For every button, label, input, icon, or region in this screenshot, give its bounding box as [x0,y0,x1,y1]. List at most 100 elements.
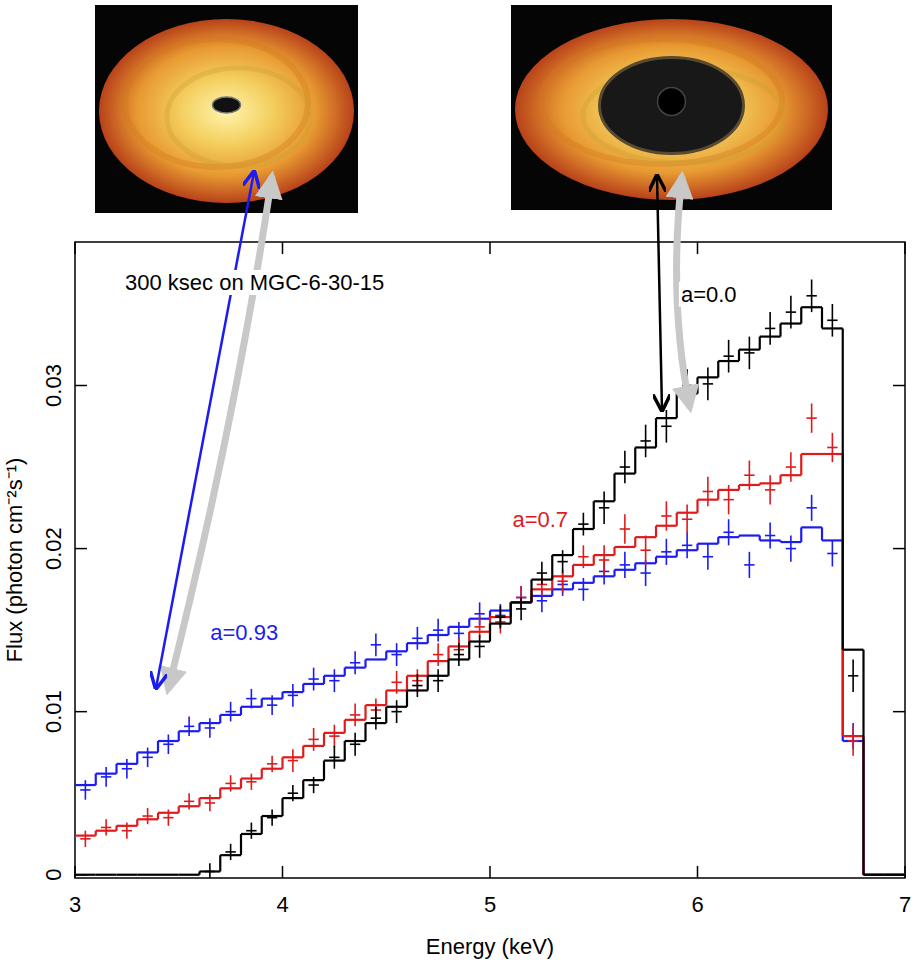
illustration-bg [95,5,358,213]
error-bar [811,495,813,521]
error-bar [769,475,771,504]
error-bar [811,403,813,432]
model-step [801,526,822,528]
step-riser [427,676,429,691]
error-bar [292,785,294,801]
error-bar [479,615,481,638]
error-bar [562,570,564,593]
error-bar [749,461,751,490]
step-riser [136,752,138,763]
x-tick [282,866,284,878]
x-tick [904,242,906,254]
error-bar [811,280,813,313]
chart: 3456700.010.020.03Energy (keV)Flux (phot… [0,0,924,967]
error-bar [147,748,149,768]
step-riser [489,624,491,642]
series [75,280,905,878]
illustration-bg [511,5,832,210]
error-bar [417,674,419,697]
error-bar [707,368,709,401]
error-bar [686,505,688,534]
step-riser [198,723,200,731]
error-bar [168,734,170,754]
y-tick [75,385,87,387]
error-bar [188,793,190,809]
error-bar [832,433,834,462]
model-step [179,874,200,876]
error-bar [375,707,377,730]
error-bar [728,485,730,514]
error-bar [209,718,211,738]
model-step [884,874,905,876]
error-bar [334,746,336,769]
step-riser [655,418,657,447]
x-tick [904,866,906,878]
step-riser [261,816,263,834]
model-step [884,874,905,876]
error-bar [790,452,792,481]
error-bar [85,831,87,847]
label-patch [123,270,386,295]
step-riser [842,328,844,649]
error-bar [147,808,149,824]
step-riser [696,377,698,393]
error-bar [85,780,87,800]
error-bar [707,544,709,570]
error-bar [645,536,647,565]
error-bar [251,823,253,839]
disk-swirl [125,39,308,167]
label-patch [679,282,739,307]
error-bar [437,643,439,666]
step-riser [406,676,408,691]
error-bar [832,540,834,566]
step-riser [779,324,781,337]
x-tick [74,866,76,878]
disk-illustration [511,5,832,210]
step-riser [634,537,636,547]
error-bar [354,733,356,756]
x-tick [74,242,76,254]
model-step [75,874,96,876]
error-bar [541,562,543,585]
step-riser [800,527,802,542]
error-bar [354,704,356,727]
step-riser [613,474,615,502]
step-riser [696,500,698,513]
disk-illustration [95,5,358,213]
error-bar [458,643,460,666]
model-step [137,874,158,876]
step-riser [676,394,678,418]
model-step [864,874,885,876]
series-label: a=0.0 [681,282,737,307]
model-step [864,874,885,876]
error-bar [271,695,273,715]
model-step [801,453,822,455]
step-riser [281,798,283,816]
step-riser [779,475,781,483]
black-hole [658,88,686,116]
error-bar [769,522,771,548]
error-bar [105,819,107,835]
x-tick [697,242,699,254]
error-bar [105,767,107,787]
step-riser [551,555,553,579]
error-bar [375,633,377,656]
step-riser [406,643,408,651]
error-bar [749,552,751,578]
error-bar [728,340,730,373]
step-riser [302,780,304,798]
arrows [156,172,690,690]
step-riser [219,855,221,871]
step-riser [364,723,366,741]
error-bar [334,725,336,748]
y-tick-label: 0.03 [41,364,66,407]
label-patch [510,507,570,532]
model-step [158,874,179,876]
step-riser [95,774,97,785]
step-riser [821,527,823,540]
error-bar [437,669,439,692]
error-bar [209,863,211,878]
error-bar [666,501,668,530]
error-bar [230,844,232,860]
error-bar [583,513,585,536]
